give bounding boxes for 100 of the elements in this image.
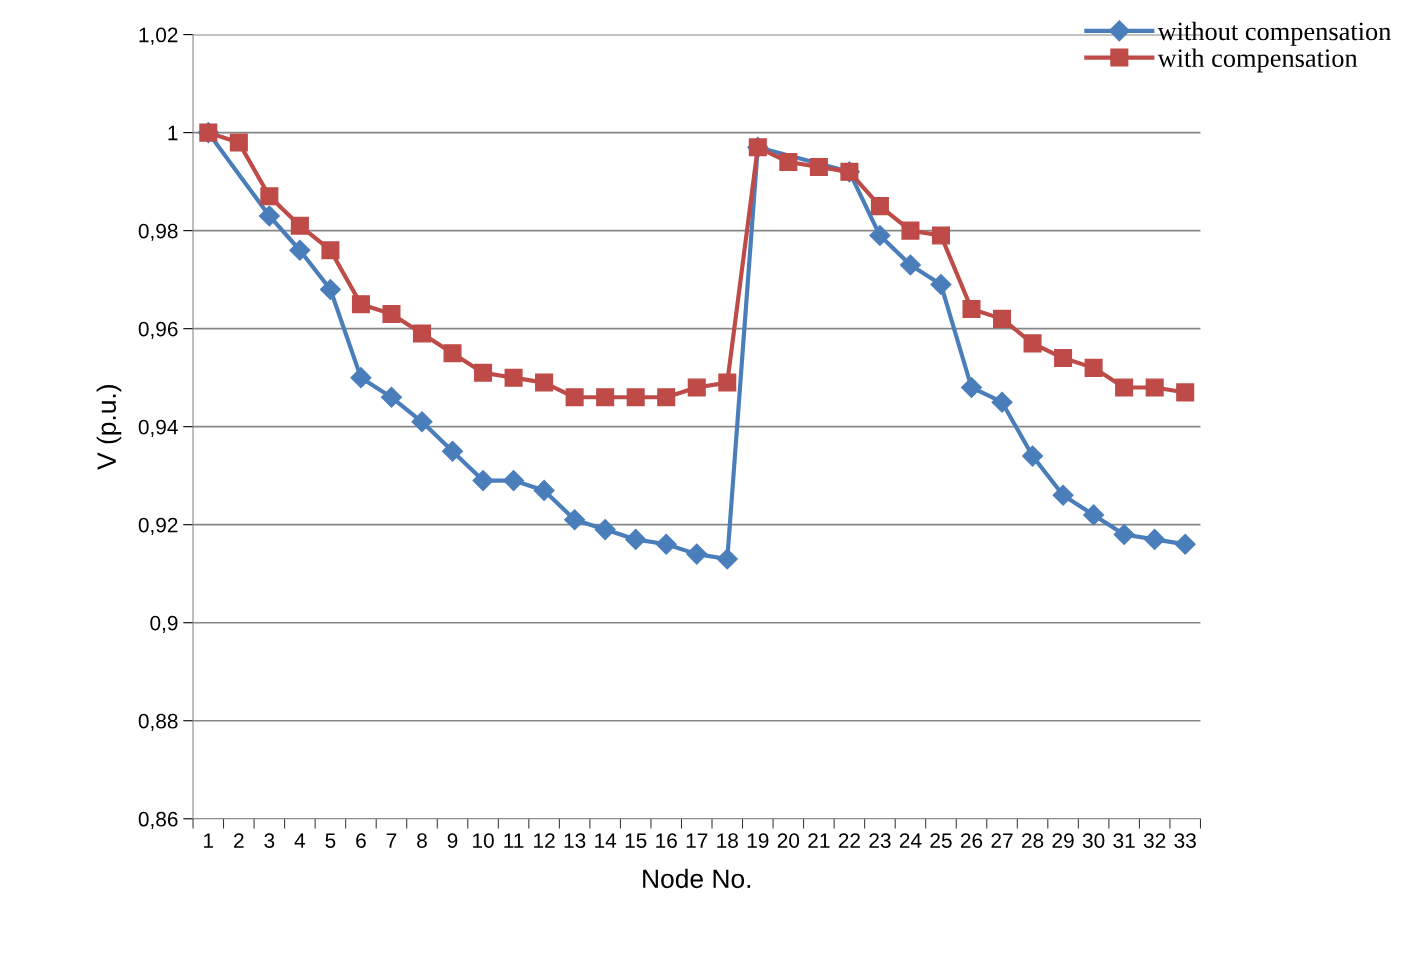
x-tick-label: 2: [234, 833, 244, 848]
x-tick-label: 28: [1022, 833, 1044, 848]
point: [1113, 523, 1135, 546]
y-tick-label: 0,94: [138, 419, 178, 437]
x-axis-title: Node No.: [643, 868, 751, 889]
x-tick-label: 19: [747, 833, 769, 848]
x-tick-label: 7: [386, 833, 397, 848]
point: [718, 373, 737, 392]
point: [1145, 378, 1164, 397]
point: [901, 221, 920, 240]
point: [503, 470, 525, 492]
point: [319, 278, 341, 300]
point: [991, 391, 1013, 413]
x-tick-label: 23: [869, 833, 891, 848]
point: [411, 411, 433, 433]
point: [565, 388, 584, 407]
point: [625, 528, 647, 550]
y-tick-label: 0,92: [138, 517, 178, 535]
y-tick-label: 1,02: [139, 27, 178, 45]
x-tick-label: 21: [808, 833, 830, 848]
y-tick-label: 0,88: [138, 713, 178, 731]
legend-label: without compensation: [1157, 21, 1391, 46]
x-tick-label: 20: [777, 833, 800, 848]
x-tick-label: 24: [899, 833, 922, 848]
point: [687, 378, 706, 397]
x-tick-label: 12: [534, 833, 555, 848]
point: [1083, 504, 1105, 526]
point: [962, 300, 981, 319]
point: [564, 509, 586, 531]
y-tick-label: 0,9: [150, 615, 178, 633]
point: [809, 157, 828, 176]
x-tick-label: 16: [656, 833, 677, 848]
point: [321, 241, 340, 260]
point: [657, 388, 676, 407]
point: [350, 367, 372, 389]
x-tick-label: 27: [991, 833, 1013, 848]
point: [626, 388, 645, 407]
x-tick-label: 26: [960, 833, 983, 848]
point: [655, 533, 677, 555]
x-tick-label: 32: [1143, 833, 1166, 848]
point: [351, 295, 370, 314]
point: [993, 309, 1012, 328]
x-tick-label: 6: [356, 833, 366, 848]
point: [1115, 378, 1134, 397]
point: [289, 239, 311, 261]
x-tick-label: 5: [325, 833, 336, 848]
x-tick-label: 33: [1174, 833, 1196, 848]
legend-label: with compensation: [1157, 48, 1358, 73]
point: [716, 548, 738, 570]
x-tick-label: 11: [504, 833, 524, 848]
y-tick-label: 0,98: [138, 223, 178, 241]
point: [443, 344, 462, 363]
point: [596, 388, 615, 407]
point: [535, 373, 554, 392]
point: [1022, 445, 1044, 467]
x-tick-label: 22: [838, 833, 860, 848]
x-tick-label: 17: [686, 833, 708, 848]
x-tick-label: 30: [1082, 833, 1105, 848]
x-tick-label: 8: [417, 833, 427, 848]
y-tick-label: 0,96: [138, 321, 178, 339]
x-tick-label: 14: [595, 833, 617, 848]
point: [870, 197, 889, 216]
point: [1023, 334, 1042, 353]
point: [686, 543, 708, 565]
point: [442, 440, 464, 462]
point: [1144, 528, 1166, 550]
point: [869, 225, 891, 247]
point: [260, 187, 279, 206]
point: [1054, 349, 1073, 368]
point: [1052, 484, 1074, 506]
x-tick-label: 31: [1113, 833, 1135, 848]
x-tick-label: 25: [930, 833, 952, 848]
x-tick-label: 15: [625, 833, 647, 848]
point: [474, 363, 493, 382]
y-tick-label: 0,86: [138, 811, 178, 829]
point: [504, 368, 523, 387]
point: [1174, 533, 1196, 555]
point: [472, 470, 494, 492]
point: [290, 216, 309, 235]
point: [229, 133, 248, 152]
y-tick-label: 1: [168, 125, 178, 141]
point: [899, 254, 921, 276]
point: [1084, 358, 1103, 377]
point: [412, 324, 432, 343]
point: [380, 386, 402, 408]
x-tick-label: 1: [204, 833, 214, 848]
x-tick-label: 4: [294, 833, 306, 848]
point: [960, 376, 983, 398]
point: [930, 274, 952, 296]
x-tick-label: 3: [264, 833, 275, 848]
point: [1176, 383, 1195, 402]
x-tick-label: 18: [717, 833, 738, 848]
x-tick-label: 9: [447, 833, 458, 848]
point: [382, 304, 401, 323]
point: [533, 479, 555, 501]
x-tick-label: 29: [1052, 833, 1074, 848]
point: [931, 226, 951, 245]
x-tick-label: 13: [564, 833, 586, 848]
y-axis-title: V (p.u.): [96, 385, 122, 470]
point: [779, 152, 798, 172]
